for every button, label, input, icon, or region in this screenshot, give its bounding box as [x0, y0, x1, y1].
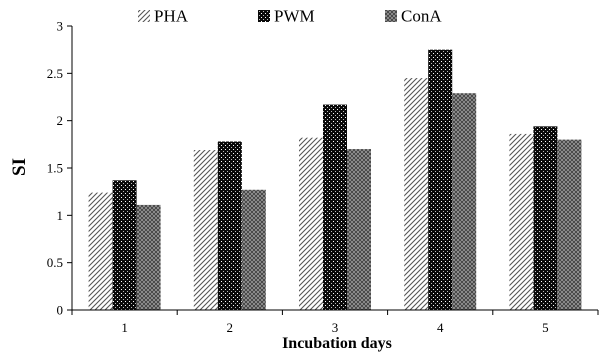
x-tick-label: 5	[542, 320, 549, 335]
y-tick-label: 2	[57, 113, 64, 128]
bar-cona-4	[452, 93, 477, 310]
x-axis-title: Incubation days	[282, 335, 392, 352]
y-tick-label: 3	[57, 19, 64, 34]
y-tick-label: 1	[57, 208, 64, 223]
y-tick-label: 0	[57, 303, 64, 318]
bar-pwm-4	[428, 49, 453, 311]
legend-label-cona: ConA	[401, 7, 442, 26]
x-tick-label: 4	[437, 320, 444, 335]
bar-pha-5	[509, 133, 534, 310]
x-axis-ticks: 1 2 3 4 5	[71, 310, 599, 335]
bar-pwm-3	[323, 104, 347, 310]
bar-cona-5	[557, 139, 582, 310]
legend-swatch-pwm	[258, 10, 270, 22]
bar-pwm-5	[533, 126, 558, 310]
legend-label-pwm: PWM	[274, 7, 315, 26]
x-tick-label: 3	[332, 320, 339, 335]
bar-cona-1	[136, 204, 161, 310]
legend: PHA PWM ConA	[138, 7, 442, 26]
bar-cona-2	[241, 189, 266, 310]
x-tick-label: 2	[227, 320, 234, 335]
legend-label-pha: PHA	[154, 7, 189, 26]
y-tick-label: 1.5	[47, 161, 63, 176]
y-tick-label: 2.5	[47, 66, 63, 81]
legend-swatch-cona	[385, 10, 397, 22]
bar-pha-3	[299, 137, 323, 310]
bar-pha-1	[88, 192, 113, 310]
y-tick-label: 0.5	[47, 255, 63, 270]
bar-pwm-1	[112, 180, 137, 310]
bar-pha-4	[404, 78, 429, 310]
bar-pha-2	[193, 150, 218, 310]
x-tick-label: 1	[121, 320, 128, 335]
bars	[88, 49, 582, 311]
y-axis-title: SI	[9, 158, 30, 176]
y-axis-ticks: 0 0.5 1 1.5 2 2.5 3	[47, 19, 72, 318]
legend-swatch-pha	[138, 10, 150, 22]
bar-cona-3	[347, 149, 371, 310]
bar-pwm-2	[217, 141, 242, 310]
